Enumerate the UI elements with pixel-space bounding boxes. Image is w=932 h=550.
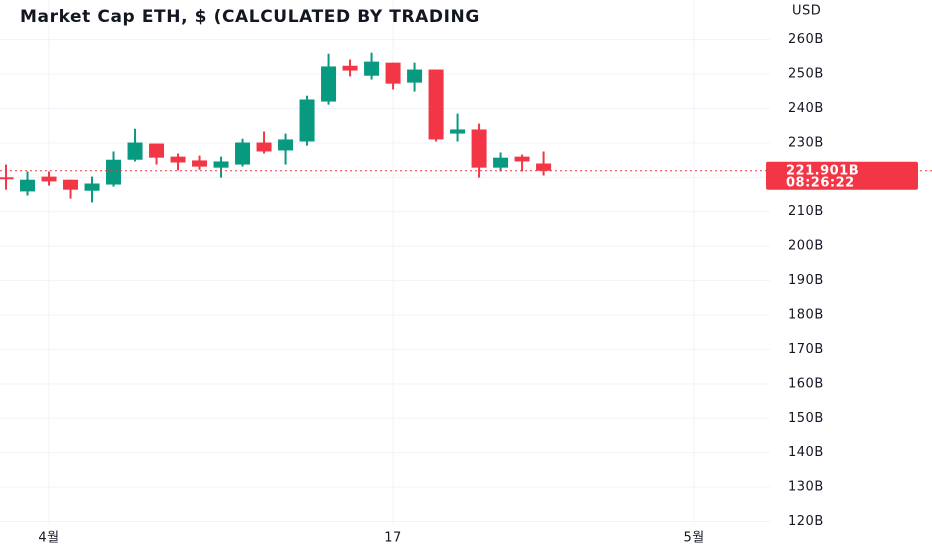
candle-body (63, 179, 79, 190)
x-tick-label: 5월 (683, 531, 704, 546)
y-tick-label: 140B (788, 445, 824, 460)
candle-body (170, 156, 186, 163)
y-tick-label: 120B (788, 514, 824, 529)
candle-body (149, 143, 165, 158)
candle-body (450, 129, 466, 134)
last-price-label: 221.901B (786, 163, 859, 178)
candle-body (213, 161, 229, 168)
candle-body (192, 160, 208, 167)
y-tick-label: 200B (788, 239, 824, 254)
candle-body (106, 159, 122, 185)
countdown-label: 08:26:22 (786, 175, 855, 190)
x-tick-label: 4월 (38, 531, 59, 546)
candle-body (41, 176, 57, 182)
y-tick-label: 190B (788, 273, 824, 288)
candle-body (428, 69, 444, 140)
candle-body (127, 142, 143, 160)
candle-body (471, 129, 487, 168)
candle-body (364, 61, 380, 76)
currency-label: USD (792, 4, 821, 19)
y-tick-label: 160B (788, 376, 824, 391)
candle-body (299, 99, 315, 142)
x-tick-label: 17 (384, 531, 402, 546)
y-tick-label: 230B (788, 135, 824, 150)
chart-title: Market Cap ETH, $ (CALCULATED BY TRADING (20, 7, 480, 27)
y-tick-label: 130B (788, 480, 824, 495)
candle-body (256, 142, 272, 152)
candle-body (385, 62, 401, 84)
y-tick-label: 240B (788, 101, 824, 116)
price-axis: 120B 130B 140B 150B 160B 170B 180B 190B 200B 210B… (38, 32, 932, 546)
candle-body (407, 69, 423, 83)
candle-body (342, 65, 358, 71)
candle-body (514, 156, 530, 162)
candle-body (536, 163, 552, 171)
y-tick-label: 170B (788, 342, 824, 357)
candle-body (278, 139, 294, 151)
candle-body (0, 177, 14, 180)
candle-body (20, 179, 36, 192)
y-tick-label: 250B (788, 67, 824, 82)
y-tick-label: 180B (788, 308, 824, 323)
candle-body (493, 157, 509, 168)
y-tick-label: 150B (788, 411, 824, 426)
y-tick-label: 260B (788, 32, 824, 47)
candle-body (321, 66, 337, 102)
candle-body (84, 183, 100, 191)
y-tick-label: 210B (788, 204, 824, 219)
grid (0, 0, 770, 525)
plot-area (0, 52, 768, 203)
candle-body (235, 142, 251, 165)
last-price-box (766, 161, 918, 190)
